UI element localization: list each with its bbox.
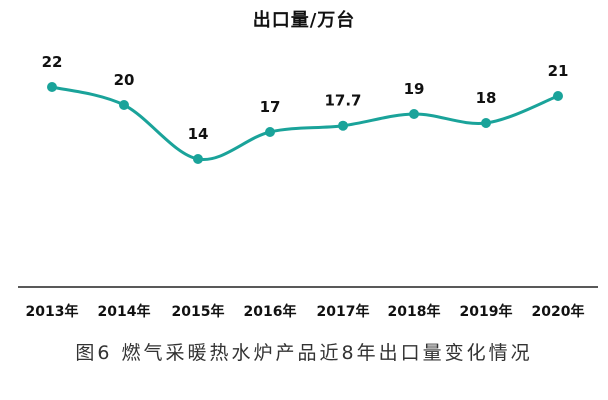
- data-point: [119, 100, 129, 110]
- data-point: [47, 82, 57, 92]
- x-tick-label: 2018年: [388, 303, 441, 320]
- x-tick-label: 2016年: [244, 303, 297, 320]
- data-label: 18: [476, 89, 497, 107]
- x-tick-labels: 2013年 2014年 2015年 2016年 2017年 2018年 2019年 2020年: [26, 303, 585, 320]
- data-point: [338, 120, 348, 131]
- x-tick-label: 2019年: [460, 303, 513, 320]
- figure-caption: 图6 燃气采暖热水炉产品近8年出口量变化情况: [75, 342, 533, 364]
- data-label: 17.7: [324, 92, 361, 110]
- data-point: [409, 109, 419, 119]
- x-tick-label: 2015年: [172, 303, 225, 320]
- data-point: [481, 118, 491, 128]
- x-tick-label: 2020年: [532, 303, 585, 320]
- data-point: [553, 91, 563, 101]
- x-tick-label: 2014年: [98, 303, 151, 320]
- data-point: [265, 127, 275, 137]
- chart-title: 出口量/万台: [252, 10, 356, 31]
- x-tick-label: 2013年: [26, 303, 79, 320]
- data-label: 19: [404, 80, 425, 98]
- data-label: 22: [42, 53, 63, 71]
- series-line: [50, 85, 560, 161]
- data-points: [47, 82, 563, 164]
- data-labels: 22 20 14 17 17.7 19 18 21: [42, 53, 569, 143]
- x-tick-label: 2017年: [317, 303, 370, 320]
- data-label: 21: [548, 62, 569, 80]
- data-label: 20: [114, 71, 135, 89]
- data-point: [193, 154, 203, 164]
- data-label: 14: [188, 125, 209, 143]
- data-label: 17: [260, 98, 281, 116]
